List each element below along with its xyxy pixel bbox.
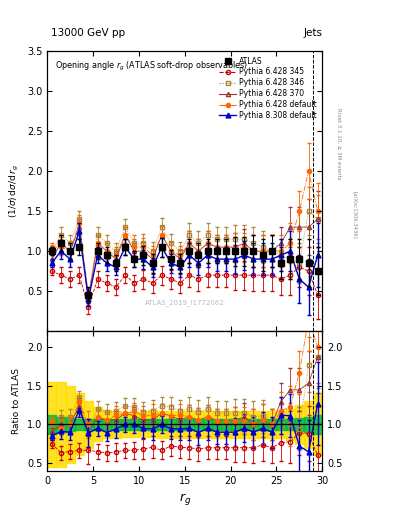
Legend: ATLAS, Pythia 6.428 345, Pythia 6.428 346, Pythia 6.428 370, Pythia 6.428 defaul: ATLAS, Pythia 6.428 345, Pythia 6.428 34…: [216, 53, 320, 123]
Text: Rivet 3.1.10, ≥ 3M events: Rivet 3.1.10, ≥ 3M events: [336, 108, 341, 179]
Text: ATLAS_2019_I1772062: ATLAS_2019_I1772062: [145, 300, 224, 307]
Text: [arXiv:1306.3436]: [arXiv:1306.3436]: [352, 191, 357, 239]
Y-axis label: Ratio to ATLAS: Ratio to ATLAS: [12, 368, 21, 434]
Text: Jets: Jets: [303, 28, 322, 38]
Text: 13000 GeV pp: 13000 GeV pp: [51, 28, 125, 38]
Text: Opening angle $r_g$ (ATLAS soft-drop observables): Opening angle $r_g$ (ATLAS soft-drop obs…: [55, 59, 248, 73]
X-axis label: $r_g$: $r_g$: [178, 492, 191, 507]
Y-axis label: $(1/\sigma)\,{\rm d}\sigma/{\rm d}\,r_g$: $(1/\sigma)\,{\rm d}\sigma/{\rm d}\,r_g$: [8, 164, 21, 218]
